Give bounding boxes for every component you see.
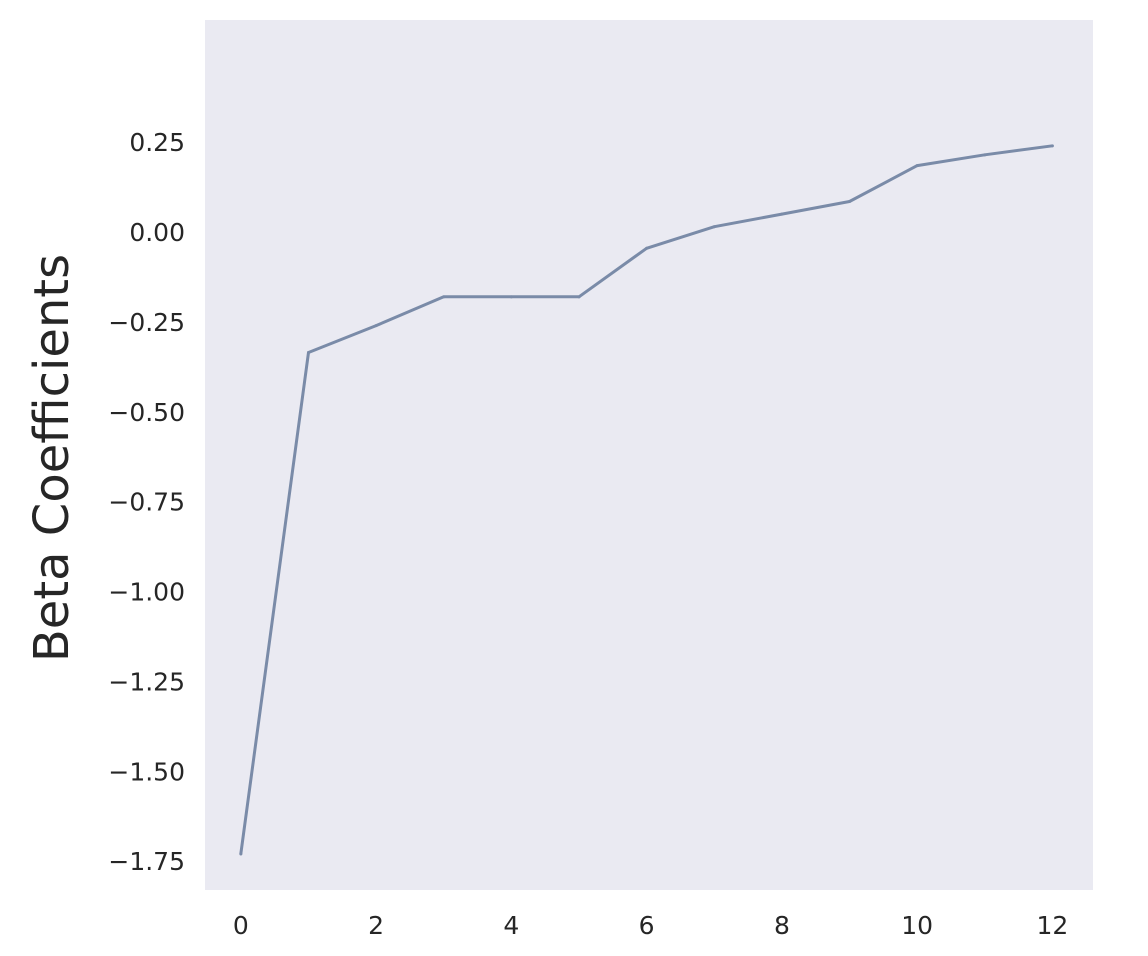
x-tick-label: 10 <box>901 911 933 940</box>
x-tick-label: 6 <box>639 911 655 940</box>
x-tick-label: 4 <box>503 911 519 940</box>
data-point <box>983 153 987 157</box>
y-axis-ticks: 0.25 0.00 −0.25 −0.50 −0.75 −1.00 −1.25 −1.50 −1… <box>108 128 185 876</box>
y-tick-label: −0.50 <box>108 398 185 427</box>
y-tick-label: −1.75 <box>108 847 185 876</box>
data-point <box>374 324 378 328</box>
data-point <box>915 164 919 168</box>
data-point <box>509 295 513 299</box>
data-point <box>306 351 310 355</box>
data-point <box>1050 144 1054 148</box>
x-tick-label: 2 <box>368 911 384 940</box>
data-point <box>645 246 649 250</box>
data-point <box>712 225 716 229</box>
y-tick-label: −1.00 <box>108 578 185 607</box>
plot-area <box>205 20 1093 890</box>
y-tick-label: 0.25 <box>129 128 185 157</box>
y-tick-label: −1.50 <box>108 757 185 786</box>
y-tick-label: 0.00 <box>129 218 185 247</box>
data-point <box>577 295 581 299</box>
x-tick-label: 8 <box>774 911 790 940</box>
series-points <box>239 144 1054 856</box>
data-point <box>780 212 784 216</box>
y-axis-label: Beta Coefficients <box>24 254 80 662</box>
data-point <box>239 852 243 856</box>
x-axis-ticks: 0 2 4 6 8 10 12 <box>233 911 1068 940</box>
x-tick-label: 0 <box>233 911 249 940</box>
x-tick-label: 12 <box>1037 911 1069 940</box>
data-point <box>442 295 446 299</box>
y-tick-label: −0.25 <box>108 308 185 337</box>
data-point <box>848 200 852 204</box>
y-tick-label: −0.75 <box>108 488 185 517</box>
y-tick-label: −1.25 <box>108 667 185 696</box>
